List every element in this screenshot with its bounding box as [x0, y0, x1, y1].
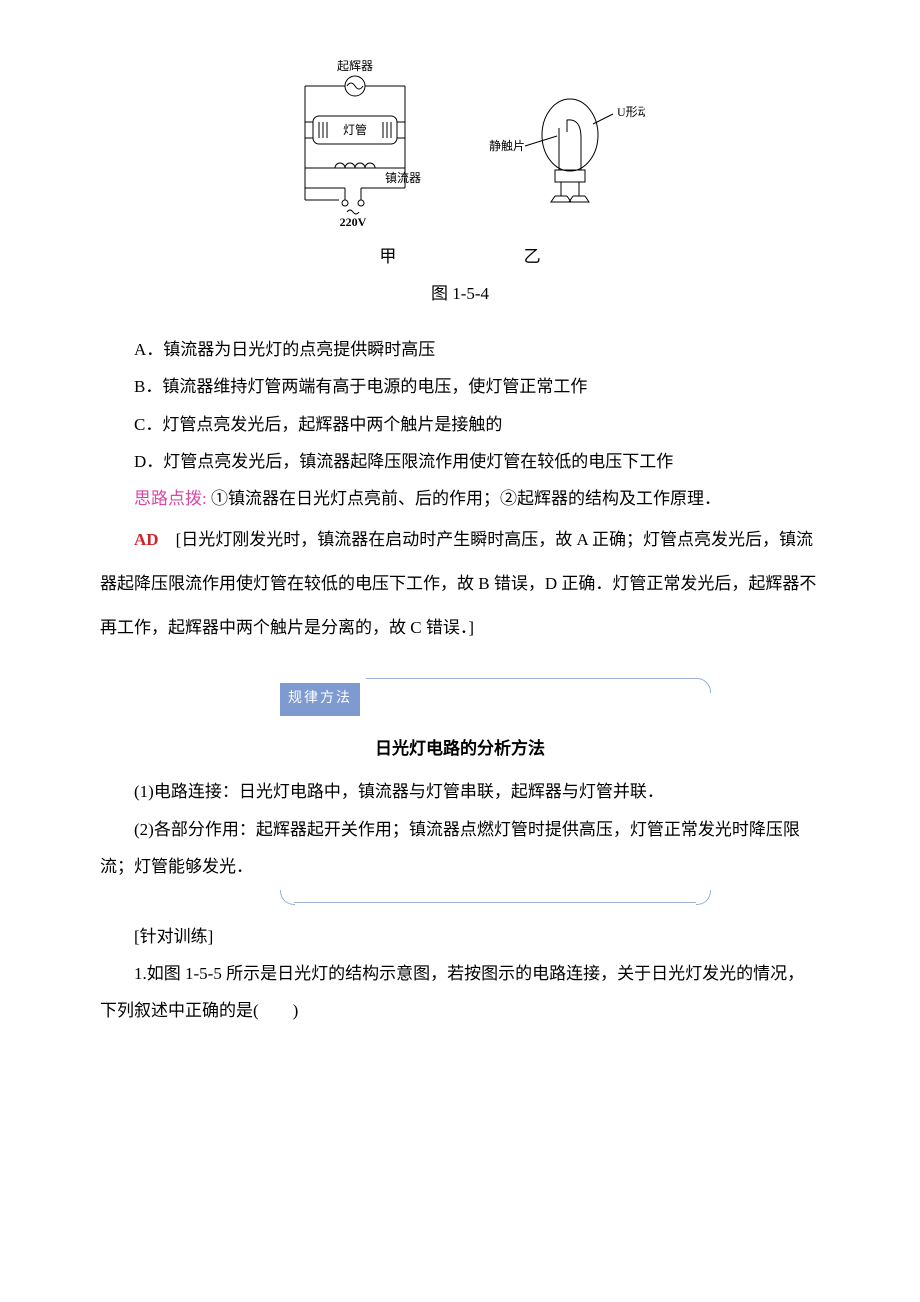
option-a: A．镇流器为日光灯的点亮提供瞬时高压 [100, 331, 820, 368]
method-p2: (2)各部分作用：起辉器起开关作用；镇流器点燃灯管时提供高压，灯管正常发光时降压… [100, 811, 820, 886]
diagram-starter: 静触片 U形动触片 [475, 80, 645, 230]
method-footer [280, 890, 820, 904]
diagram-sublabels: 甲 乙 [100, 238, 820, 275]
method-title: 日光灯电路的分析方法 [100, 730, 820, 767]
option-d: D．灯管点亮发光后，镇流器起降压限流作用使灯管在较低的电压下工作 [100, 443, 820, 480]
method-bottom-line [294, 902, 696, 903]
label-static-contact: 静触片 [489, 139, 525, 153]
hint-line: 思路点拨: ①镇流器在日光灯点亮前、后的作用；②起辉器的结构及工作原理． [100, 480, 820, 517]
method-p1: (1)电路连接：日光灯电路中，镇流器与灯管串联，起辉器与灯管并联． [100, 773, 820, 810]
label-u-contact: U形动触片 [617, 105, 645, 119]
sublabel-left: 甲 [318, 238, 458, 275]
hint-text: ①镇流器在日光灯点亮前、后的作用；②起辉器的结构及工作原理． [211, 489, 721, 508]
answer-label: AD [134, 530, 159, 549]
method-bottom-corner-right [696, 890, 711, 905]
sublabel-right: 乙 [462, 238, 602, 275]
answer-text: [日光灯刚发光时，镇流器在启动时产生瞬时高压，故 A 正确；灯管点亮发光后，镇流… [100, 530, 816, 637]
label-ballast: 镇流器 [385, 171, 421, 185]
option-c: C．灯管点亮发光后，起辉器中两个触片是接触的 [100, 406, 820, 443]
method-top-corner [696, 678, 711, 693]
label-starter: 起辉器 [337, 60, 373, 73]
practice-heading: [针对训练] [100, 918, 820, 955]
label-tube: 灯管 [343, 122, 367, 137]
figure-row: 起辉器 灯管 镇流器 [100, 60, 820, 230]
hint-label: 思路点拨: [134, 489, 207, 508]
method-tag: 规律方法 [280, 683, 360, 716]
answer-block: AD [日光灯刚发光时，镇流器在启动时产生瞬时高压，故 A 正确；灯管点亮发光后… [100, 518, 820, 651]
practice-q1: 1.如图 1-5-5 所示是日光灯的结构示意图，若按图示的电路连接，关于日光灯发… [100, 955, 820, 1030]
method-header: 规律方法 [280, 678, 820, 716]
label-voltage: 220V [340, 215, 367, 229]
method-top-line [366, 678, 696, 680]
figure-caption: 图 1-5-4 [100, 275, 820, 312]
diagram-circuit: 起辉器 灯管 镇流器 [275, 60, 435, 230]
option-b: B．镇流器维持灯管两端有高于电源的电压，使灯管正常工作 [100, 368, 820, 405]
method-bottom-corner-left [280, 890, 295, 905]
